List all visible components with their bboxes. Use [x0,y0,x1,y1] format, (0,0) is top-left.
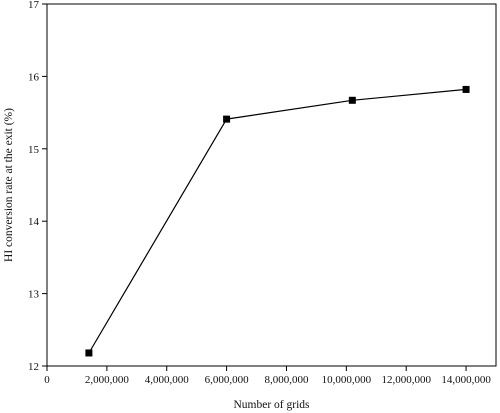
data-point-marker [462,85,470,93]
series-layer [85,85,470,357]
x-tick-label: 4,000,000 [145,374,190,386]
y-axis-label: HI conversion rate at the exit (%) [3,108,15,262]
data-point-marker [223,115,231,123]
y-tick-label: 17 [28,0,40,11]
y-tick-label: 15 [28,144,40,156]
x-axis-label: Number of grids [233,399,310,411]
y-tick-label: 12 [28,361,39,373]
x-tick-label: 2,000,000 [85,374,130,386]
x-tick-label: 0 [44,374,50,386]
data-point-marker [348,96,356,104]
y-tick-label: 13 [28,289,40,301]
data-point-marker [85,349,93,357]
x-axis-ticks: 0 2,000,000 4,000,000 6,000,000 8,000,000 10,… [44,366,491,386]
x-tick-label: 12,000,000 [381,374,431,386]
y-tick-label: 14 [28,216,40,228]
x-tick-label: 10,000,000 [322,374,372,386]
x-tick-label: 6,000,000 [205,374,250,386]
x-tick-label: 8,000,000 [264,374,309,386]
x-tick-label: 14,000,000 [441,374,491,386]
plot-frame [46,3,497,367]
y-axis-ticks: 12 13 14 15 16 17 [28,0,47,373]
series-line [88,88,467,354]
y-tick-label: 16 [28,71,40,83]
